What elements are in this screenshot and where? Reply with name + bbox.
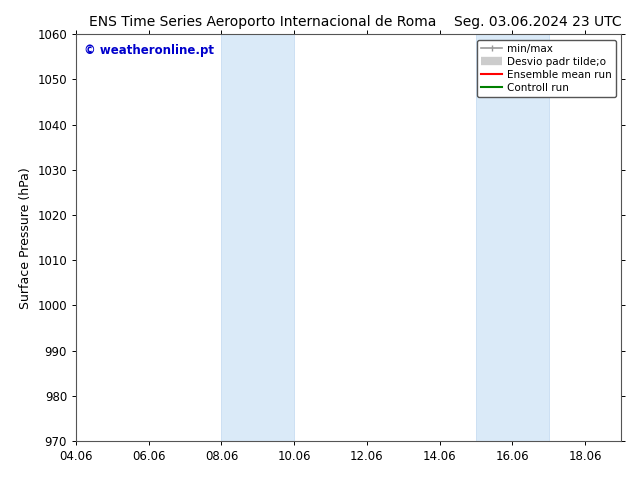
Bar <box>476 34 548 441</box>
Bar <box>221 34 294 441</box>
Legend: min/max, Desvio padr tilde;o, Ensemble mean run, Controll run: min/max, Desvio padr tilde;o, Ensemble m… <box>477 40 616 97</box>
Text: Seg. 03.06.2024 23 UTC: Seg. 03.06.2024 23 UTC <box>454 15 621 29</box>
Y-axis label: Surface Pressure (hPa): Surface Pressure (hPa) <box>19 167 32 309</box>
Text: ENS Time Series Aeroporto Internacional de Roma: ENS Time Series Aeroporto Internacional … <box>89 15 436 29</box>
Text: © weatheronline.pt: © weatheronline.pt <box>84 45 214 57</box>
